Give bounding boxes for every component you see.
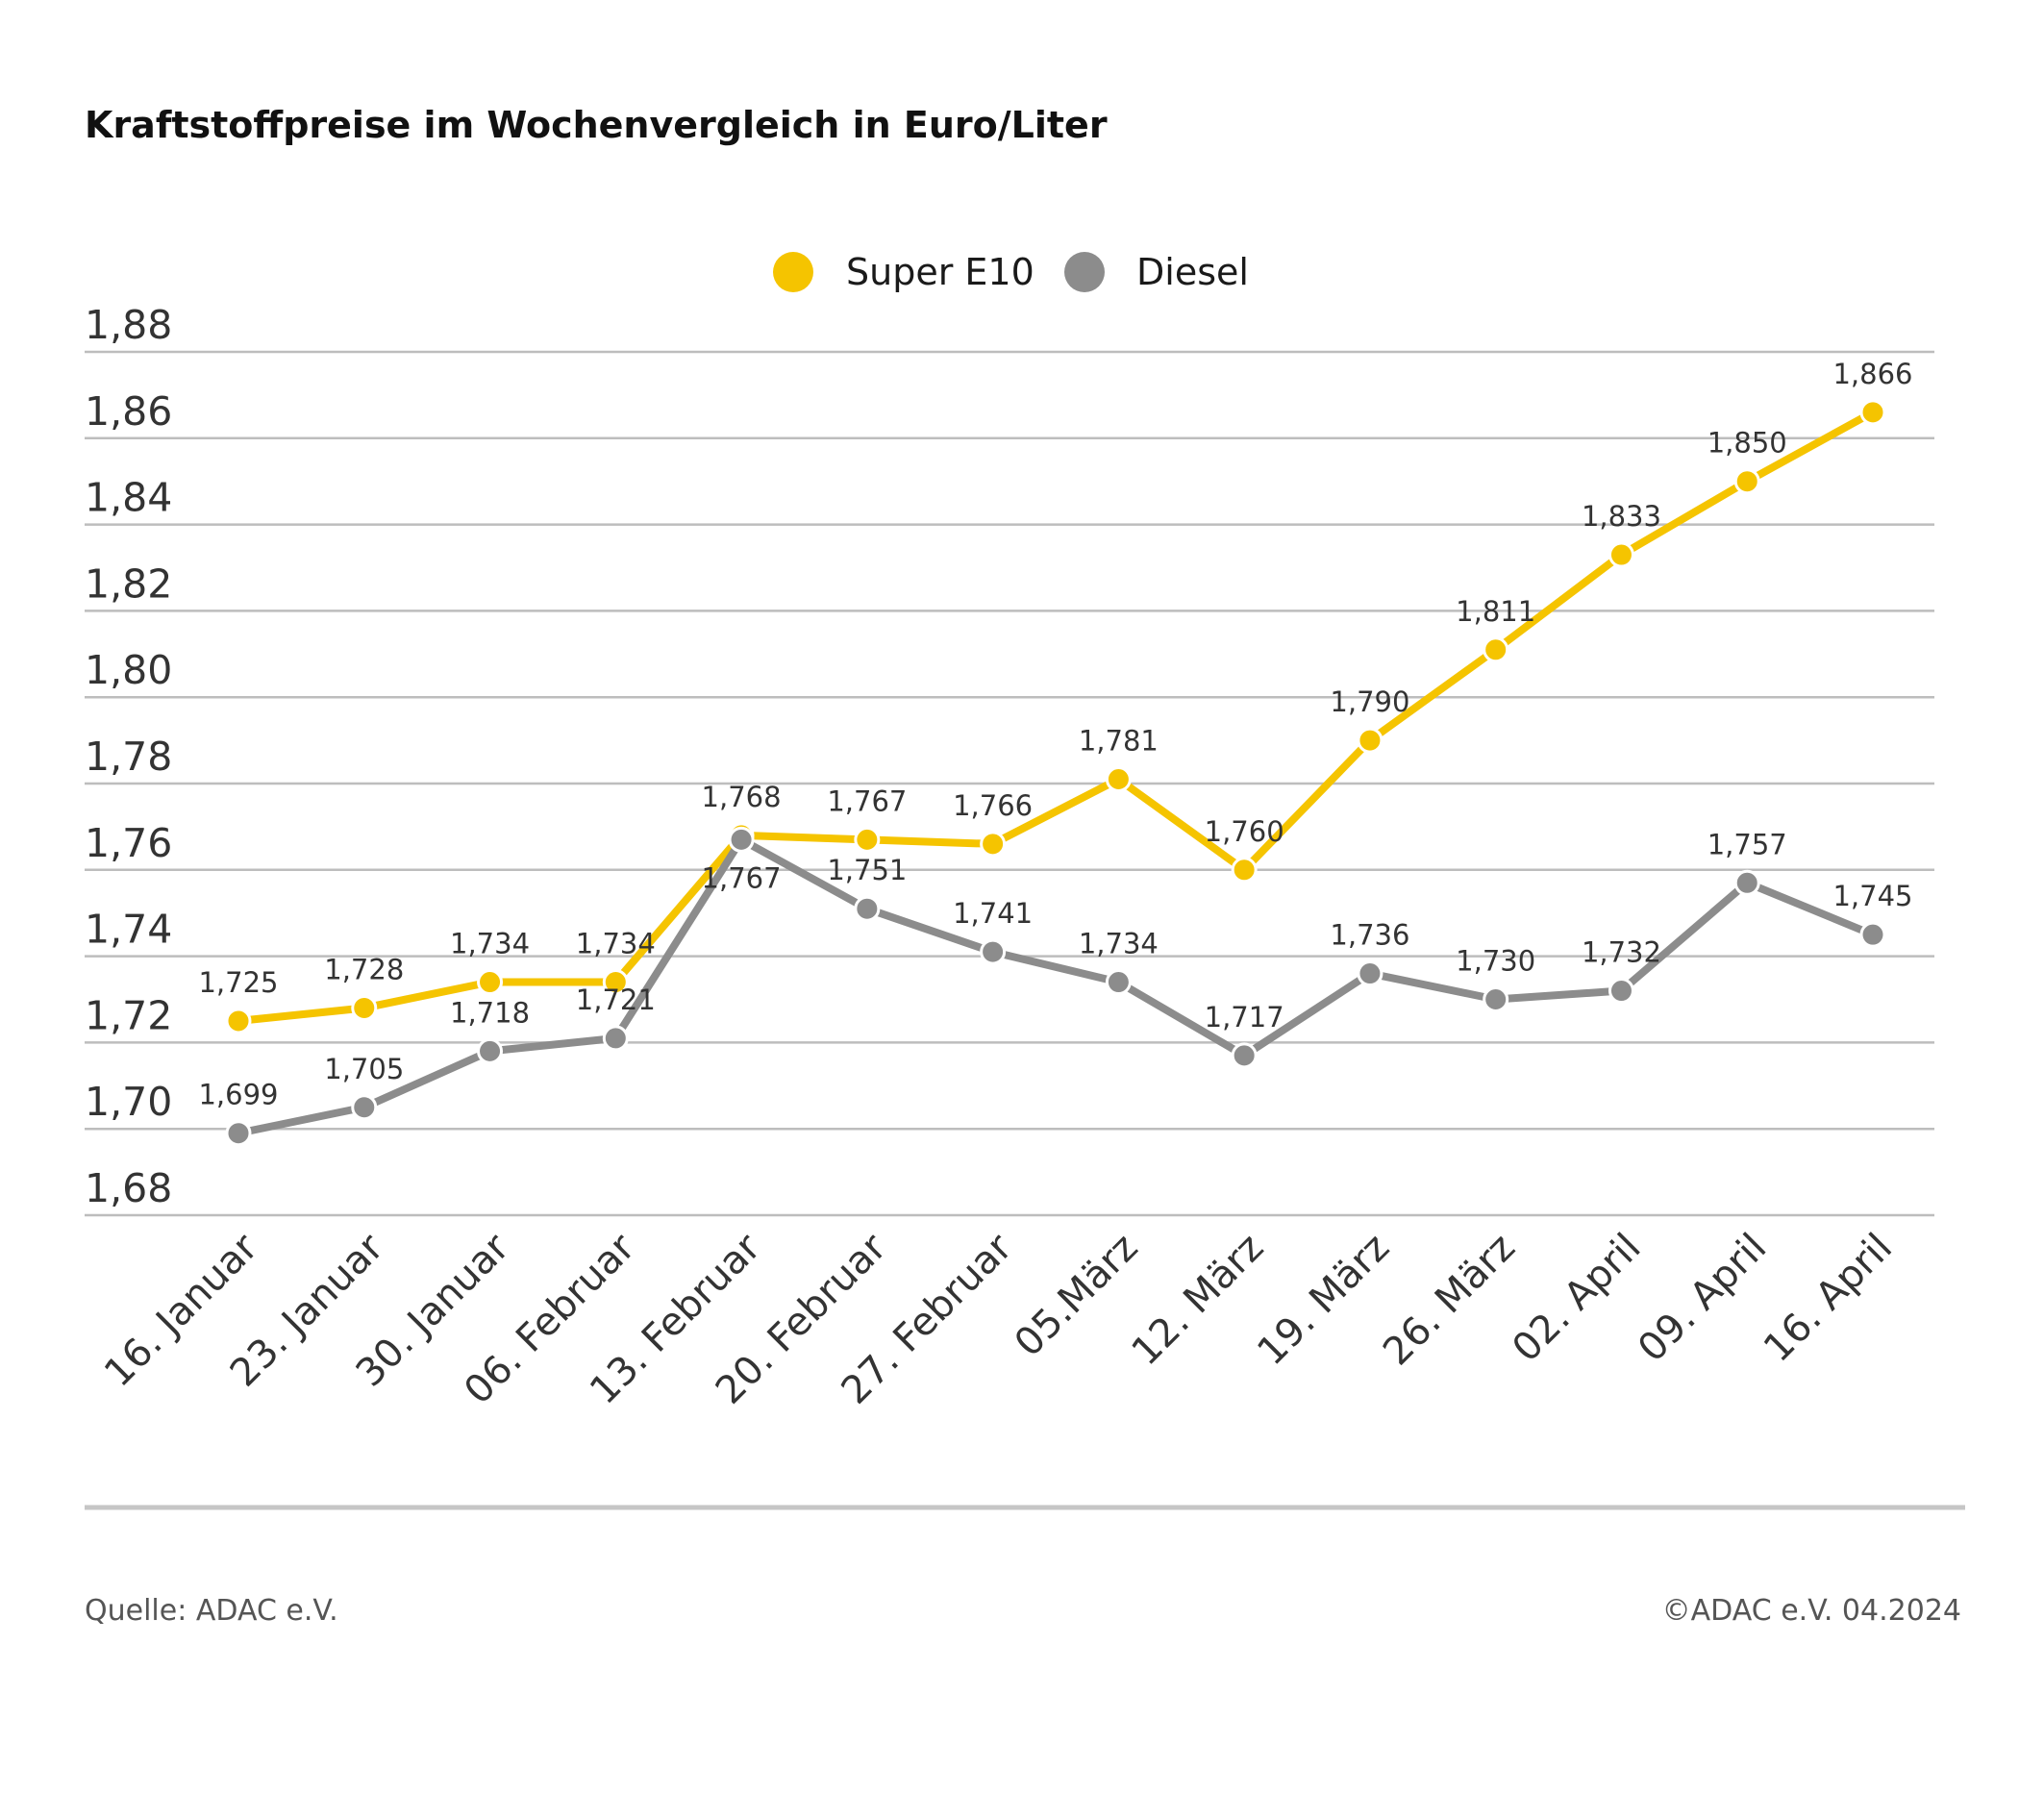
- data-label-diesel: 1,732: [1582, 936, 1661, 969]
- data-point-diesel: [1859, 921, 1886, 948]
- data-point-diesel: [1231, 1042, 1258, 1069]
- data-point-diesel: [225, 1120, 252, 1147]
- data-label-super-e10: 1,767: [827, 784, 907, 817]
- data-point-diesel: [477, 1037, 504, 1064]
- data-label-diesel: 1,745: [1832, 880, 1912, 912]
- x-tick-label: 19. März: [1249, 1226, 1398, 1375]
- data-label-super-e10: 1,768: [702, 781, 782, 813]
- data-label-super-e10: 1,725: [198, 966, 278, 999]
- data-point-diesel: [728, 826, 755, 853]
- data-point-diesel: [1483, 986, 1509, 1012]
- y-tick-label: 1,84: [85, 475, 172, 521]
- gridlines: [85, 350, 1934, 1217]
- data-point-diesel: [1357, 960, 1383, 987]
- data-point-diesel: [1608, 978, 1634, 1005]
- data-label-super-e10: 1,850: [1707, 427, 1787, 460]
- series-line-diesel: [235, 835, 1877, 1137]
- data-label-diesel: 1,718: [450, 996, 530, 1029]
- series-line-super-e10: [235, 408, 1877, 1025]
- data-label-super-e10: 1,781: [1079, 725, 1159, 758]
- x-tick-label: 26. März: [1375, 1226, 1524, 1375]
- x-tick-label: 12. März: [1124, 1226, 1273, 1375]
- data-label-super-e10: 1,734: [450, 928, 530, 960]
- data-label-diesel: 1,757: [1707, 828, 1787, 860]
- data-point-diesel: [1105, 969, 1132, 996]
- legend-swatch-diesel: [1064, 252, 1105, 292]
- data-point-super-e10: [1357, 727, 1383, 754]
- data-label-diesel: 1,721: [576, 984, 656, 1016]
- y-tick-label: 1,82: [85, 560, 172, 607]
- data-point-super-e10: [351, 994, 378, 1021]
- data-point-super-e10: [1608, 541, 1634, 568]
- data-point-diesel: [854, 895, 881, 922]
- data-label-super-e10: 1,760: [1205, 815, 1284, 848]
- y-tick-label: 1,74: [85, 907, 172, 953]
- chart-title: Kraftstoffpreise im Wochenvergleich in E…: [85, 104, 1108, 146]
- data-label-diesel: 1,736: [1330, 919, 1409, 952]
- data-label-diesel: 1,730: [1456, 945, 1535, 978]
- data-label-super-e10: 1,833: [1582, 500, 1661, 533]
- data-point-super-e10: [1105, 766, 1132, 793]
- data-label-super-e10: 1,790: [1330, 685, 1409, 718]
- y-axis-ticks: 1,88 1,86 1,84 1,82 1,80 1,78 1,76 1,74 1,72 1,70…: [85, 302, 172, 1211]
- data-point-super-e10: [1859, 399, 1886, 426]
- data-label-super-e10: 1,866: [1832, 358, 1912, 390]
- data-point-super-e10: [225, 1008, 252, 1034]
- y-tick-label: 1,86: [85, 388, 172, 435]
- x-tick-label: 16. April: [1756, 1226, 1901, 1371]
- data-point-diesel: [602, 1025, 629, 1052]
- series: [225, 399, 1886, 1147]
- data-label-diesel: 1,717: [1205, 1001, 1284, 1033]
- legend-label-super-e10: Super E10: [846, 251, 1034, 293]
- copyright-note: ©ADAC e.V. 04.2024: [1662, 1594, 1961, 1628]
- data-label-diesel: 1,705: [324, 1053, 404, 1085]
- data-labels: 1,725 1,728 1,734 1,734 1,768 1,767 1,766 1,781…: [198, 358, 1912, 1111]
- data-point-super-e10: [1733, 468, 1760, 495]
- data-point-super-e10: [1231, 857, 1258, 884]
- data-point-super-e10: [477, 969, 504, 996]
- data-label-super-e10: 1,811: [1456, 595, 1535, 628]
- data-point-diesel: [1733, 869, 1760, 896]
- y-tick-label: 1,68: [85, 1165, 172, 1211]
- y-tick-label: 1,70: [85, 1079, 172, 1125]
- data-label-diesel: 1,751: [827, 854, 907, 886]
- data-point-diesel: [980, 938, 1007, 965]
- data-point-super-e10: [854, 826, 881, 853]
- y-tick-label: 1,88: [85, 302, 172, 348]
- data-label-diesel: 1,734: [1079, 928, 1159, 960]
- source-note: Quelle: ADAC e.V.: [85, 1594, 338, 1628]
- data-label-super-e10: 1,728: [324, 953, 404, 985]
- data-label-diesel: 1,741: [953, 897, 1033, 930]
- y-tick-label: 1,80: [85, 647, 172, 693]
- data-point-super-e10: [980, 831, 1007, 858]
- x-tick-label: 02. April: [1504, 1226, 1649, 1371]
- data-label-super-e10: 1,734: [576, 928, 656, 960]
- y-tick-label: 1,76: [85, 820, 172, 866]
- data-label-diesel: 1,767: [702, 861, 782, 894]
- data-point-super-e10: [1483, 636, 1509, 663]
- legend-swatch-super-e10: [773, 252, 813, 292]
- legend-label-diesel: Diesel: [1136, 251, 1249, 293]
- y-tick-label: 1,72: [85, 992, 172, 1038]
- data-point-diesel: [351, 1094, 378, 1121]
- data-label-diesel: 1,699: [198, 1079, 278, 1111]
- legend: Super E10 Diesel: [773, 251, 1249, 293]
- x-tick-label: 09. April: [1630, 1226, 1775, 1371]
- data-label-super-e10: 1,766: [953, 789, 1033, 822]
- data-point-super-e10: [602, 969, 629, 996]
- y-tick-label: 1,78: [85, 734, 172, 780]
